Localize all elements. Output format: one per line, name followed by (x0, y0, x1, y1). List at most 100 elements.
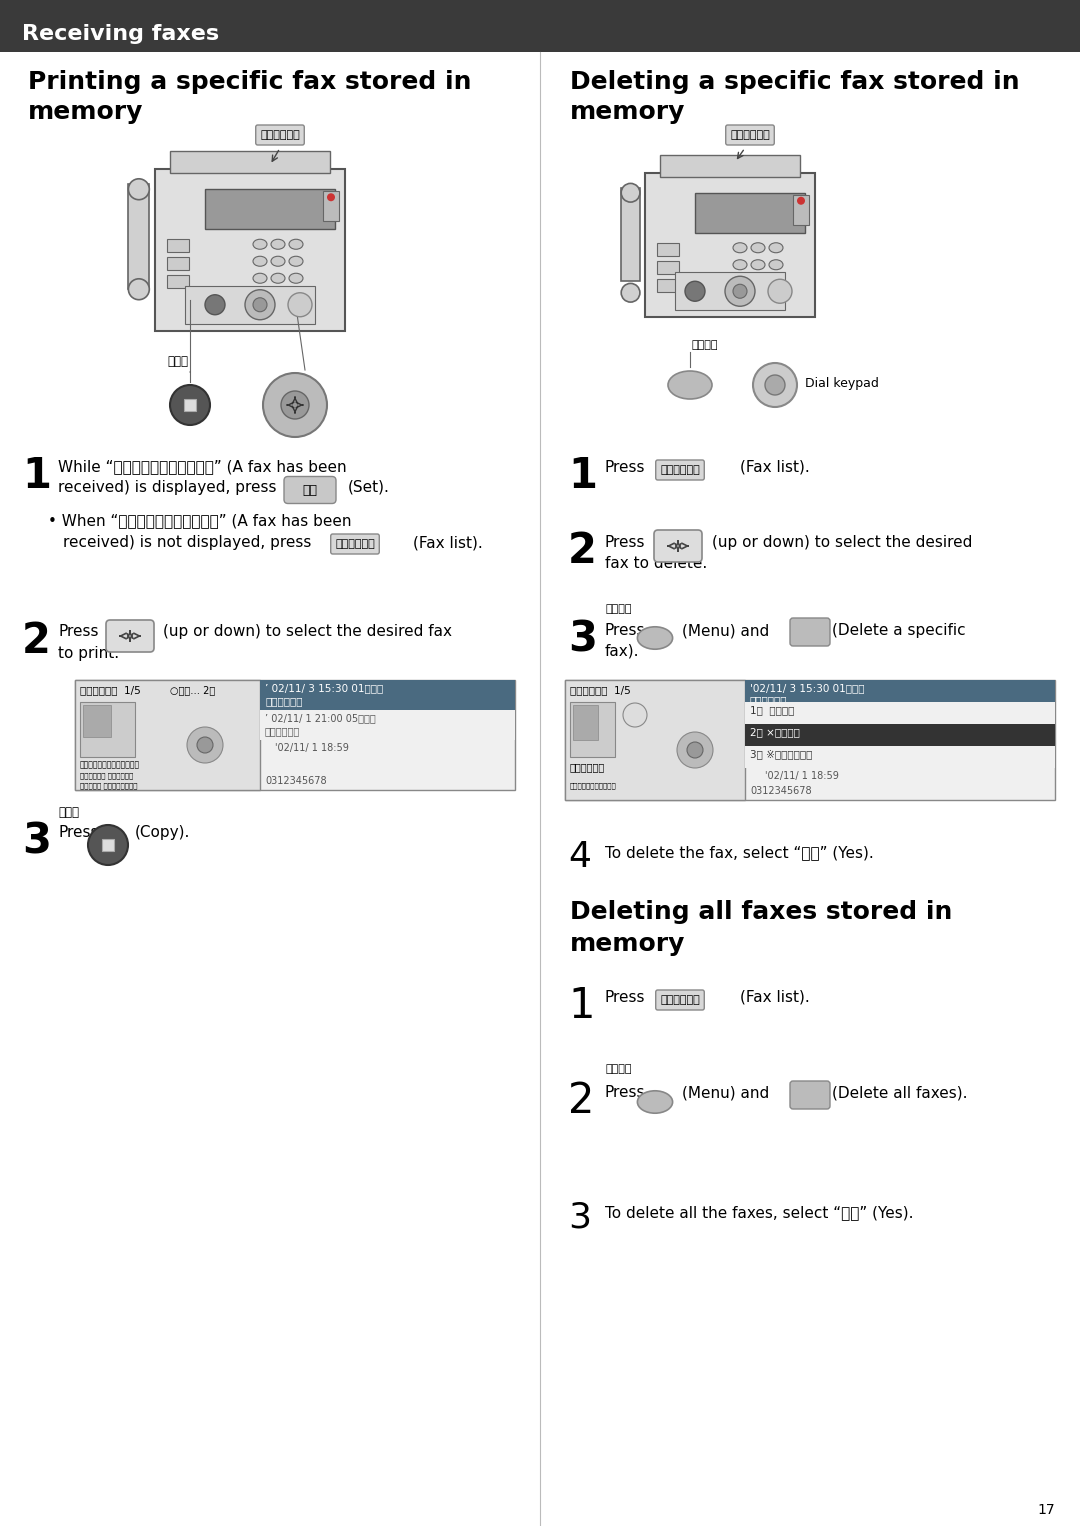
Text: Press: Press (605, 990, 646, 1006)
Text: (Copy).: (Copy). (135, 826, 190, 839)
Text: memory: memory (28, 101, 144, 124)
Text: 1: 1 (568, 984, 594, 1027)
Text: ファクス一覧  1/5: ファクス一覧 1/5 (80, 685, 140, 694)
Text: 見てから印刷: 見てから印刷 (660, 995, 700, 1006)
Text: メニュー: メニュー (605, 1064, 632, 1074)
Text: While “ファクスを受信しました” (A fax has been: While “ファクスを受信しました” (A fax has been (58, 459, 347, 475)
Text: (Menu) and: (Menu) and (681, 623, 769, 638)
Bar (129, 185, 149, 288)
Text: 3: 3 (568, 1199, 591, 1235)
Bar (184, 398, 195, 410)
Circle shape (797, 197, 805, 204)
Ellipse shape (769, 243, 783, 253)
Ellipse shape (289, 273, 303, 284)
Text: 項目を選んで決定を押す: 項目を選んで決定を押す (570, 781, 617, 789)
Circle shape (725, 276, 755, 307)
Circle shape (253, 298, 267, 311)
Text: Receiving faxes: Receiving faxes (22, 24, 219, 44)
FancyBboxPatch shape (330, 534, 379, 554)
Text: 0312345678: 0312345678 (265, 777, 326, 786)
Circle shape (264, 372, 327, 436)
Text: 3． ※全て消去する: 3． ※全て消去する (750, 749, 812, 758)
Text: '02/11/ 3 15:30 01ページ: '02/11/ 3 15:30 01ページ (750, 684, 864, 693)
Text: received) is displayed, press: received) is displayed, press (58, 481, 276, 494)
Text: Press: Press (605, 1085, 646, 1100)
Circle shape (621, 284, 640, 302)
Text: ○未読… 2件: ○未読… 2件 (170, 685, 215, 694)
Text: 1: 1 (568, 455, 597, 497)
Text: Press: Press (58, 624, 98, 639)
Text: memory: memory (570, 932, 686, 955)
Text: コピーを押すと印刷できます: コピーを押すと印刷できます (80, 760, 140, 769)
Circle shape (245, 290, 275, 320)
Circle shape (733, 284, 747, 298)
Text: 決定: 決定 (302, 484, 318, 496)
Bar (185, 285, 315, 324)
Text: Press: Press (605, 459, 646, 475)
FancyBboxPatch shape (106, 620, 154, 652)
Text: Press: Press (58, 826, 98, 839)
Circle shape (621, 183, 640, 201)
Text: ’ 02/11/ 1 21:00 05ページ: ’ 02/11/ 1 21:00 05ページ (265, 713, 376, 723)
Circle shape (753, 363, 797, 407)
Text: To delete all the faxes, select “はい” (Yes).: To delete all the faxes, select “はい” (Ye… (605, 1206, 914, 1219)
Bar (167, 275, 189, 288)
Ellipse shape (289, 240, 303, 249)
Text: 4: 4 (568, 839, 591, 874)
Ellipse shape (271, 240, 285, 249)
FancyBboxPatch shape (284, 476, 336, 504)
Text: メニュー: メニュー (605, 604, 632, 613)
Ellipse shape (769, 276, 783, 287)
Bar (102, 839, 114, 852)
Text: 2公: 2公 (804, 632, 816, 642)
Bar (83, 705, 111, 737)
Text: 3: 3 (22, 819, 51, 862)
Bar (573, 705, 598, 740)
Text: マツシタロウ: マツシタロウ (750, 694, 787, 705)
Bar (167, 240, 189, 252)
Bar (675, 272, 785, 310)
Text: (Fax list).: (Fax list). (740, 459, 810, 475)
Text: Press: Press (605, 536, 646, 549)
Circle shape (205, 295, 225, 314)
Text: コピー: コピー (58, 806, 79, 819)
Bar (793, 195, 809, 224)
Circle shape (687, 742, 703, 758)
Text: 0312345678: 0312345678 (750, 786, 812, 797)
Circle shape (765, 375, 785, 395)
Bar (260, 681, 515, 710)
Ellipse shape (669, 371, 712, 398)
Text: 見てから印刷: 見てから印刷 (335, 539, 375, 549)
Bar (621, 188, 640, 281)
FancyBboxPatch shape (789, 618, 831, 645)
Text: (Menu) and: (Menu) and (681, 1085, 769, 1100)
Ellipse shape (289, 256, 303, 266)
Circle shape (87, 826, 129, 865)
Text: (Set).: (Set). (348, 481, 390, 494)
Circle shape (685, 281, 705, 301)
Text: (Delete a specific: (Delete a specific (832, 623, 966, 638)
Text: 見てから印刷: 見てから印刷 (660, 465, 700, 475)
Bar (645, 172, 815, 317)
Circle shape (677, 732, 713, 768)
Text: 2: 2 (22, 620, 51, 662)
Text: (Delete all faxes).: (Delete all faxes). (832, 1085, 968, 1100)
Circle shape (170, 385, 210, 426)
Ellipse shape (253, 273, 267, 284)
Text: 2． ×消去する: 2． ×消去する (750, 726, 800, 737)
Ellipse shape (733, 243, 747, 253)
Text: '02/11/ 1 18:59: '02/11/ 1 18:59 (765, 771, 839, 781)
Text: received) is not displayed, press: received) is not displayed, press (63, 536, 311, 549)
Text: メニュー: メニュー (692, 340, 718, 349)
Text: スズキヒロシ: スズキヒロシ (265, 726, 300, 736)
Bar (565, 681, 745, 800)
Circle shape (288, 293, 312, 317)
Text: ’ 02/11/ 3 15:30 01ページ: ’ 02/11/ 3 15:30 01ページ (265, 684, 383, 693)
Bar (657, 243, 679, 256)
Circle shape (768, 279, 792, 304)
Text: 1．  印刷する: 1． 印刷する (750, 705, 795, 716)
Text: コピー: コピー (167, 356, 189, 368)
Text: ファクス一覧  1/5: ファクス一覧 1/5 (570, 685, 631, 694)
FancyBboxPatch shape (726, 125, 774, 145)
Bar (80, 702, 135, 757)
